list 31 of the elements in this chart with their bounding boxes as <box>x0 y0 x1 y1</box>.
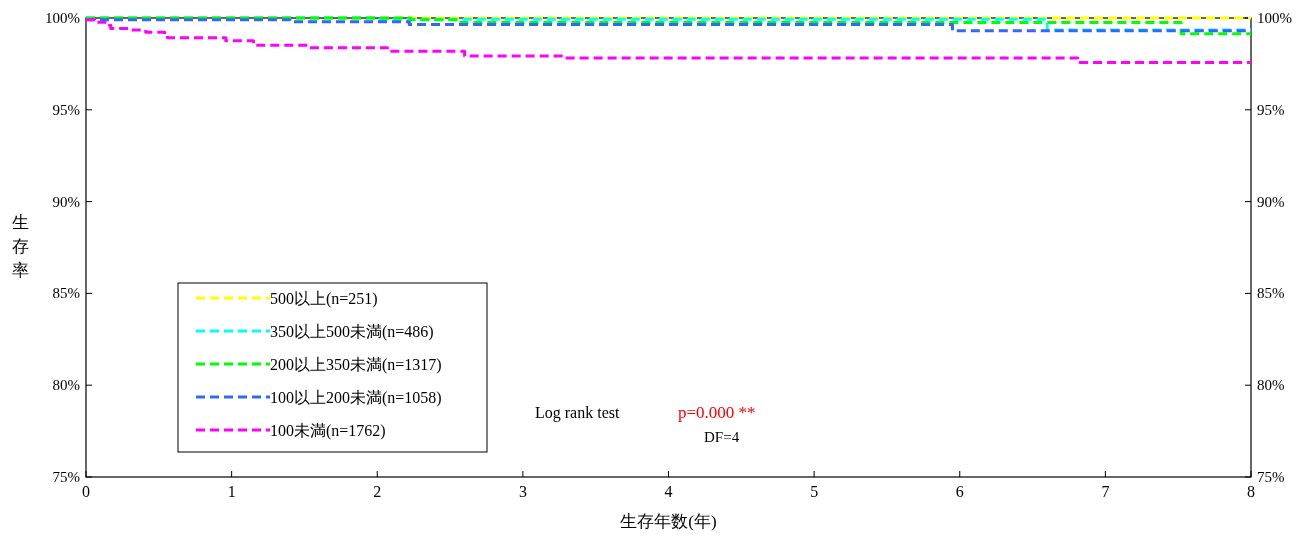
x-tick-label: 6 <box>955 483 964 500</box>
y2-tick-label: 80% <box>1257 377 1285 394</box>
legend-label: 200以上350未満(n=1317) <box>270 356 442 374</box>
y-tick-label: 90% <box>52 193 80 210</box>
annotation: p=0.000 ** <box>678 403 756 422</box>
x-tick-label: 1 <box>227 483 236 500</box>
y-tick-label: 75% <box>52 469 80 485</box>
annotation: Log rank test <box>535 404 620 422</box>
y2-tick-label: 100% <box>1257 10 1292 26</box>
y2-tick-label: 85% <box>1257 285 1285 302</box>
x-tick-label: 3 <box>518 483 527 500</box>
x-tick-label: 7 <box>1101 483 1110 500</box>
legend-label: 350以上500未満(n=486) <box>270 323 434 341</box>
legend-label: 100未満(n=1762) <box>270 422 386 440</box>
x-tick-label: 4 <box>664 483 673 500</box>
legend-label: 100以上200未満(n=1058) <box>270 389 442 407</box>
y2-tick-label: 75% <box>1257 469 1285 485</box>
x-tick-label: 2 <box>373 483 382 500</box>
y-tick-label: 85% <box>52 285 80 302</box>
x-tick-label: 8 <box>1247 483 1255 500</box>
x-axis-title: 生存年数(年) <box>620 512 717 531</box>
annotation: DF=4 <box>704 429 740 445</box>
y2-tick-label: 95% <box>1257 101 1285 118</box>
y-axis-title: 生存率 <box>11 212 29 280</box>
legend-label: 500以上(n=251) <box>270 290 378 308</box>
x-tick-label: 0 <box>82 483 90 500</box>
y-tick-label: 100% <box>45 10 80 26</box>
y-tick-label: 95% <box>52 101 80 118</box>
y2-tick-label: 90% <box>1257 193 1285 210</box>
y-tick-label: 80% <box>52 377 80 394</box>
x-tick-label: 5 <box>810 483 819 500</box>
